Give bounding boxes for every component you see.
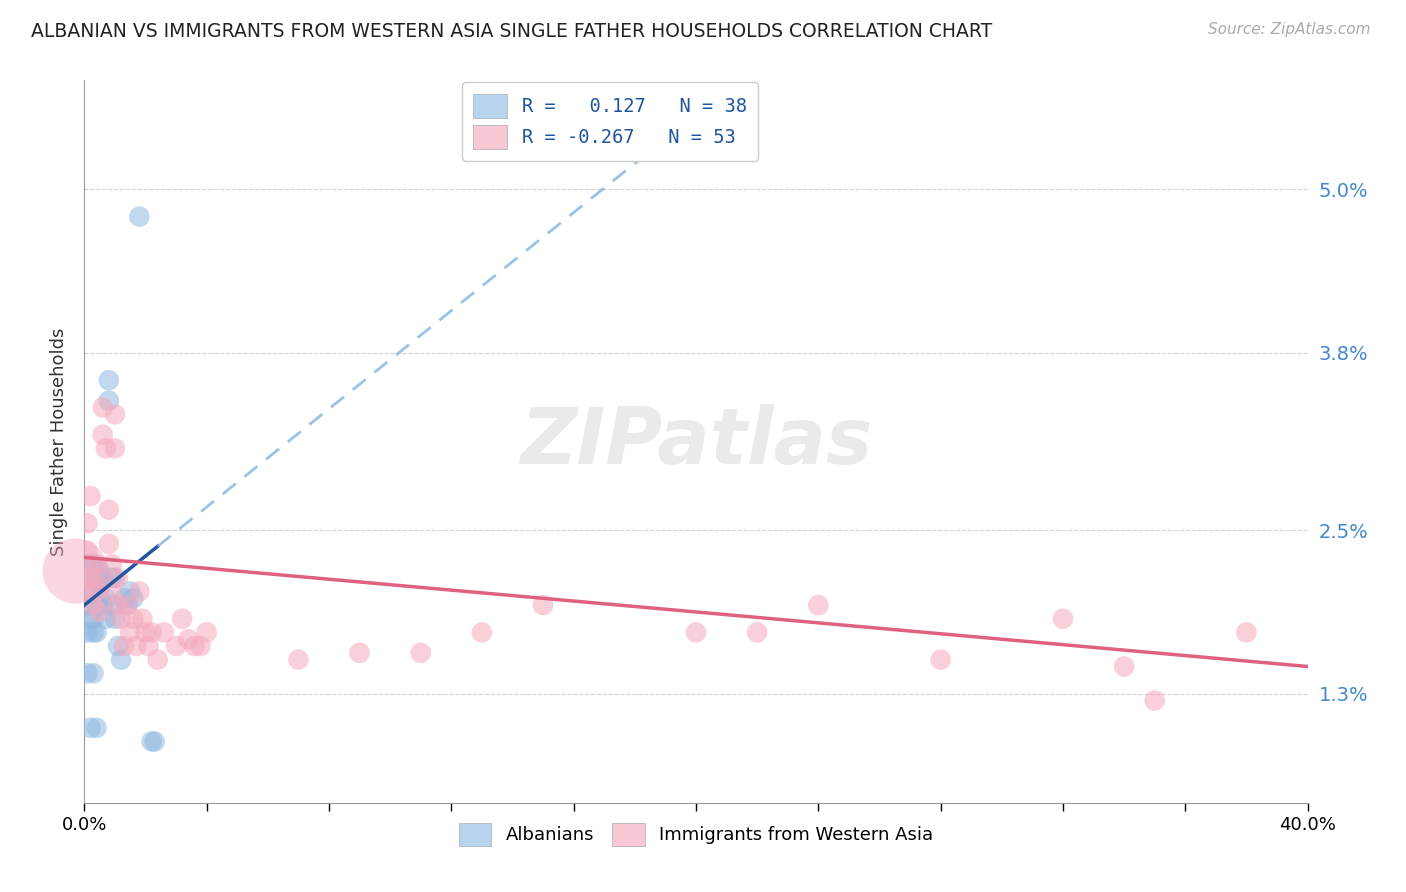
Point	[79, 558, 101, 572]
Point	[1236, 625, 1258, 640]
Point	[1114, 659, 1136, 673]
Point	[101, 558, 124, 572]
Point	[349, 646, 371, 660]
Point	[76, 571, 98, 585]
Point	[76, 625, 98, 640]
Point	[110, 612, 132, 626]
Point	[531, 598, 554, 612]
Point	[1143, 693, 1166, 707]
Point	[153, 625, 176, 640]
Point	[471, 625, 494, 640]
Point	[79, 489, 101, 503]
Point	[685, 625, 707, 640]
Point	[747, 625, 769, 640]
Point	[141, 625, 163, 640]
Point	[76, 666, 98, 681]
Point	[79, 612, 101, 626]
Legend: Albanians, Immigrants from Western Asia: Albanians, Immigrants from Western Asia	[450, 814, 942, 855]
Point	[79, 721, 101, 735]
Point	[79, 584, 101, 599]
Point	[83, 612, 105, 626]
Point	[807, 598, 830, 612]
Point	[63, 564, 86, 578]
Point	[115, 598, 138, 612]
Point	[131, 612, 153, 626]
Point	[1052, 612, 1074, 626]
Y-axis label: Single Father Households: Single Father Households	[49, 327, 67, 556]
Point	[138, 639, 160, 653]
Point	[122, 591, 145, 606]
Point	[83, 598, 105, 612]
Point	[91, 401, 114, 415]
Point	[165, 639, 187, 653]
Point	[91, 598, 114, 612]
Point	[97, 373, 120, 387]
Point	[89, 564, 111, 578]
Point	[94, 442, 117, 456]
Point	[115, 598, 138, 612]
Point	[97, 537, 120, 551]
Point	[79, 584, 101, 599]
Point	[112, 591, 135, 606]
Point	[83, 558, 105, 572]
Point	[91, 427, 114, 442]
Point	[172, 612, 194, 626]
Point	[120, 625, 142, 640]
Point	[135, 625, 157, 640]
Point	[112, 639, 135, 653]
Point	[104, 442, 127, 456]
Text: ALBANIAN VS IMMIGRANTS FROM WESTERN ASIA SINGLE FATHER HOUSEHOLDS CORRELATION CH: ALBANIAN VS IMMIGRANTS FROM WESTERN ASIA…	[31, 22, 993, 41]
Point	[83, 666, 105, 681]
Point	[183, 639, 205, 653]
Point	[104, 571, 127, 585]
Point	[287, 653, 309, 667]
Point	[120, 584, 142, 599]
Point	[409, 646, 432, 660]
Point	[110, 653, 132, 667]
Point	[146, 653, 169, 667]
Point	[97, 502, 120, 516]
Point	[128, 584, 150, 599]
Point	[89, 577, 111, 591]
Point	[76, 543, 98, 558]
Point	[107, 598, 129, 612]
Point	[929, 653, 952, 667]
Point	[86, 584, 108, 599]
Point	[195, 625, 218, 640]
Point	[101, 571, 124, 585]
Point	[86, 625, 108, 640]
Point	[128, 210, 150, 224]
Point	[104, 612, 127, 626]
Point	[86, 571, 108, 585]
Point	[141, 734, 163, 748]
Point	[73, 571, 96, 585]
Text: ZIPatlas: ZIPatlas	[520, 403, 872, 480]
Point	[94, 591, 117, 606]
Point	[104, 407, 127, 421]
Point	[83, 571, 105, 585]
Point	[101, 584, 124, 599]
Text: Source: ZipAtlas.com: Source: ZipAtlas.com	[1208, 22, 1371, 37]
Point	[97, 393, 120, 408]
Point	[107, 639, 129, 653]
Point	[76, 598, 98, 612]
Point	[79, 558, 101, 572]
Point	[143, 734, 166, 748]
Point	[190, 639, 212, 653]
Point	[89, 571, 111, 585]
Point	[86, 598, 108, 612]
Point	[177, 632, 200, 647]
Point	[86, 721, 108, 735]
Point	[89, 605, 111, 619]
Point	[122, 612, 145, 626]
Point	[91, 571, 114, 585]
Point	[83, 625, 105, 640]
Point	[107, 571, 129, 585]
Point	[101, 598, 124, 612]
Point	[76, 516, 98, 531]
Point	[86, 558, 108, 572]
Point	[125, 639, 148, 653]
Point	[94, 612, 117, 626]
Point	[89, 591, 111, 606]
